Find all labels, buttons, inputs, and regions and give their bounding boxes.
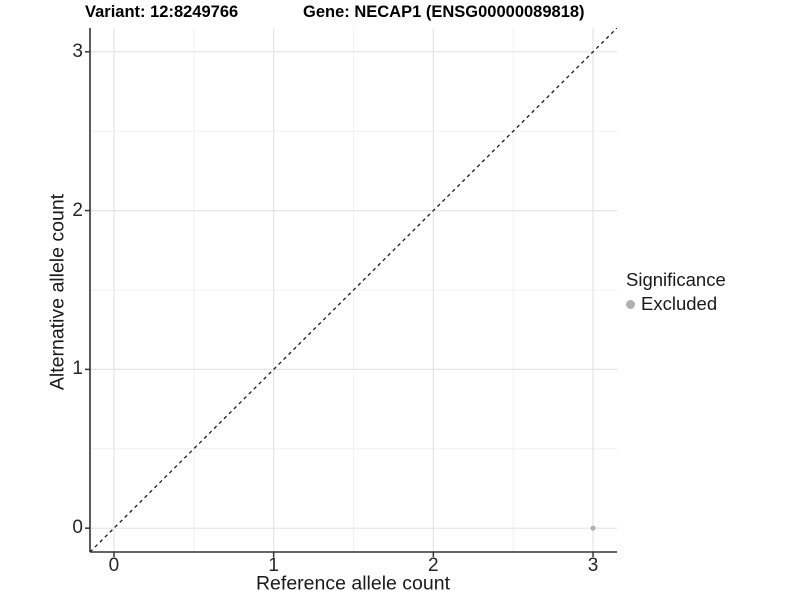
legend-item: Excluded [626, 293, 726, 315]
x-tick-label: 3 [587, 555, 599, 576]
identity-dashed-line [89, 28, 617, 553]
y-tick-label: 2 [72, 199, 83, 221]
x-tick-label: 0 [108, 555, 120, 576]
y-tick-label: 0 [72, 517, 83, 539]
legend-item-label: Excluded [641, 293, 718, 314]
legend-title: Significance [626, 269, 726, 290]
data-point [590, 525, 596, 531]
plot-title-variant: Variant: 12:8249766 [85, 3, 239, 21]
plot-title-gene: Gene: NECAP1 (ENSG00000089818) [303, 3, 585, 21]
x-tick-label: 1 [268, 555, 279, 576]
plot-panel [85, 28, 617, 557]
legend-items: Excluded [626, 293, 726, 315]
legend: Significance Excluded [626, 269, 726, 315]
x-tick-label: 2 [428, 555, 439, 576]
x-axis-title: Reference allele count [255, 572, 451, 595]
y-tick-label: 3 [72, 40, 83, 62]
legend-point-icon [626, 299, 635, 309]
y-axis-title: Alternative allele count [46, 193, 69, 391]
y-tick-label: 1 [72, 358, 83, 380]
